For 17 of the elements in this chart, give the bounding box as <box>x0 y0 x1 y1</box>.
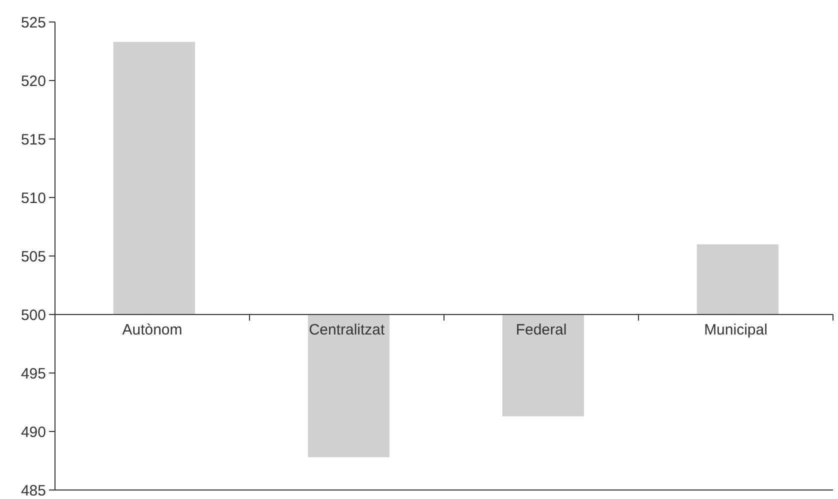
y-tick-label: 525 <box>20 14 46 32</box>
y-tick-label: 515 <box>20 131 46 148</box>
bar <box>308 314 390 458</box>
x-tick-label: Municipal <box>704 322 768 338</box>
y-tick-label: 500 <box>20 306 46 324</box>
y-tick-label: 495 <box>20 365 46 382</box>
y-tick-label: 505 <box>20 248 46 266</box>
bar <box>113 42 196 314</box>
bar <box>696 244 779 314</box>
x-tick-label: Autònom <box>122 322 182 338</box>
y-tick-label: 520 <box>20 72 46 90</box>
x-tick-label: Centralitzat <box>308 322 386 338</box>
bar <box>502 314 584 416</box>
y-tick-label: 490 <box>20 424 46 441</box>
y-tick-label: 510 <box>20 190 46 207</box>
x-tick-label: Federal <box>516 322 567 338</box>
y-tick-label: 485 <box>20 482 46 499</box>
